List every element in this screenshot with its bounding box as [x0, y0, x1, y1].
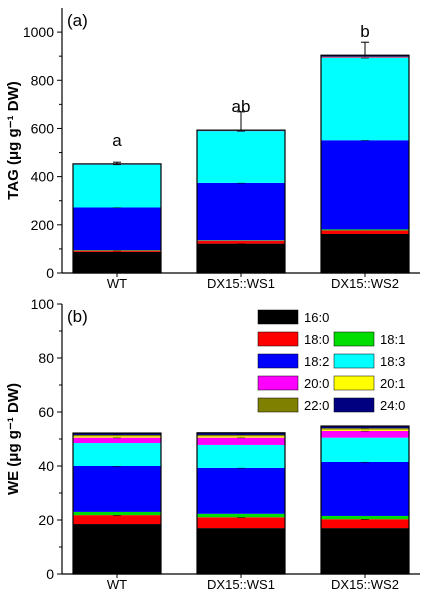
bar-segment-18-3 — [321, 437, 409, 462]
panel-label: (a) — [67, 11, 88, 30]
bar-segment-18-0 — [73, 515, 161, 525]
legend-label-18-3: 18:3 — [380, 354, 405, 369]
bar-segment-18-2 — [321, 461, 409, 516]
legend-swatch-22-0 — [257, 397, 299, 413]
legend-label-16-0: 16:0 — [304, 310, 329, 325]
y-tick-label: 400 — [31, 169, 55, 185]
legend-label-18-0: 18:0 — [304, 332, 329, 347]
legend-label-22-0: 22:0 — [304, 398, 329, 413]
y-tick-label: 200 — [31, 217, 55, 233]
legend-swatch-18-3 — [333, 353, 375, 369]
legend: 16:0 18:0 18:1 18:2 18:3 20:0 20:1 22:0 24:0 — [257, 309, 405, 413]
bar-segment-18-0 — [321, 230, 409, 234]
bar-segment-18-0 — [321, 519, 409, 529]
panel-label: (b) — [67, 307, 88, 326]
bar-segment-22-0 — [321, 56, 409, 58]
legend-label-18-1: 18:1 — [380, 332, 405, 347]
significance-label: b — [360, 22, 369, 41]
y-axis-label: WE (μg g⁻¹ DW) — [5, 383, 22, 495]
legend-label-20-0: 20:0 — [304, 376, 329, 391]
bar-segment-20-0 — [321, 430, 409, 438]
bar-segment-18-3 — [73, 443, 161, 466]
bar-segment-18-2 — [197, 182, 285, 241]
bar-segment-18-1 — [197, 513, 285, 518]
bar-segment-22-0 — [73, 434, 161, 437]
y-tick-label: 100 — [31, 296, 55, 312]
legend-swatch-18-1 — [333, 331, 375, 347]
y-tick-label: 40 — [38, 458, 54, 474]
bar-segment-20-0 — [197, 437, 285, 445]
bar-segment-24-0 — [321, 426, 409, 429]
bar-segment-16-0 — [197, 243, 285, 273]
legend-label-24-0: 24:0 — [380, 398, 405, 413]
bar-segment-22-0 — [197, 434, 285, 437]
x-tick-label: DX15::WS2 — [331, 577, 399, 592]
bar-segment-24-0 — [197, 432, 285, 435]
y-tick-label: 600 — [31, 120, 55, 136]
legend-label-18-2: 18:2 — [304, 354, 329, 369]
y-tick-label: 60 — [38, 404, 54, 420]
bar-segment-20-1 — [321, 429, 409, 431]
bar-segment-18-1 — [321, 229, 409, 231]
legend-swatch-16-0 — [257, 309, 299, 325]
bar-segment-18-2 — [73, 207, 161, 251]
x-tick-label: DX15::WS1 — [207, 577, 275, 592]
legend-swatch-20-1 — [333, 375, 375, 391]
bar-segment-16-0 — [73, 251, 161, 273]
bar-segment-18-3 — [321, 57, 409, 141]
bar-segment-24-0 — [321, 55, 409, 57]
bar-segment-20-1 — [73, 436, 161, 438]
legend-swatch-18-0 — [257, 331, 299, 347]
legend-swatch-24-0 — [333, 397, 375, 413]
significance-label: ab — [232, 97, 251, 116]
y-tick-label: 80 — [38, 350, 54, 366]
bar-segment-18-2 — [197, 467, 285, 514]
bar-segment-20-0 — [73, 437, 161, 444]
bar-segment-18-3 — [197, 444, 285, 468]
x-tick-label: WT — [107, 276, 127, 291]
bar-segment-18-3 — [73, 164, 161, 208]
bar-segment-18-1 — [321, 515, 409, 520]
bar-segment-18-3 — [197, 131, 285, 183]
bar-segment-16-0 — [73, 524, 161, 574]
significance-label: a — [112, 131, 122, 150]
bar-segment-24-0 — [73, 433, 161, 435]
x-tick-label: DX15::WS1 — [207, 276, 275, 291]
x-tick-label: DX15::WS2 — [331, 276, 399, 291]
bar-segment-18-0 — [197, 240, 285, 244]
bar-segment-16-0 — [321, 233, 409, 273]
bar-segment-22-0 — [321, 428, 409, 430]
legend-swatch-18-2 — [257, 353, 299, 369]
bar-segment-20-1 — [197, 436, 285, 438]
bar-segment-18-0 — [73, 250, 161, 252]
y-axis-label: TAG (μg g⁻¹ DW) — [5, 81, 22, 199]
y-tick-label: 0 — [46, 265, 54, 281]
y-tick-label: 800 — [31, 72, 55, 88]
legend-label-20-1: 20:1 — [380, 376, 405, 391]
bar-segment-18-2 — [321, 140, 409, 230]
x-tick-label: WT — [107, 577, 127, 592]
bar-segment-18-2 — [73, 466, 161, 512]
legend-swatch-20-0 — [257, 375, 299, 391]
y-tick-label: 0 — [46, 566, 54, 582]
bar-segment-16-0 — [197, 528, 285, 574]
bar-segment-18-0 — [197, 517, 285, 529]
bar-segment-16-0 — [321, 528, 409, 574]
y-tick-label: 20 — [38, 512, 54, 528]
bar-segment-18-1 — [73, 511, 161, 516]
y-tick-label: 1000 — [23, 24, 54, 40]
